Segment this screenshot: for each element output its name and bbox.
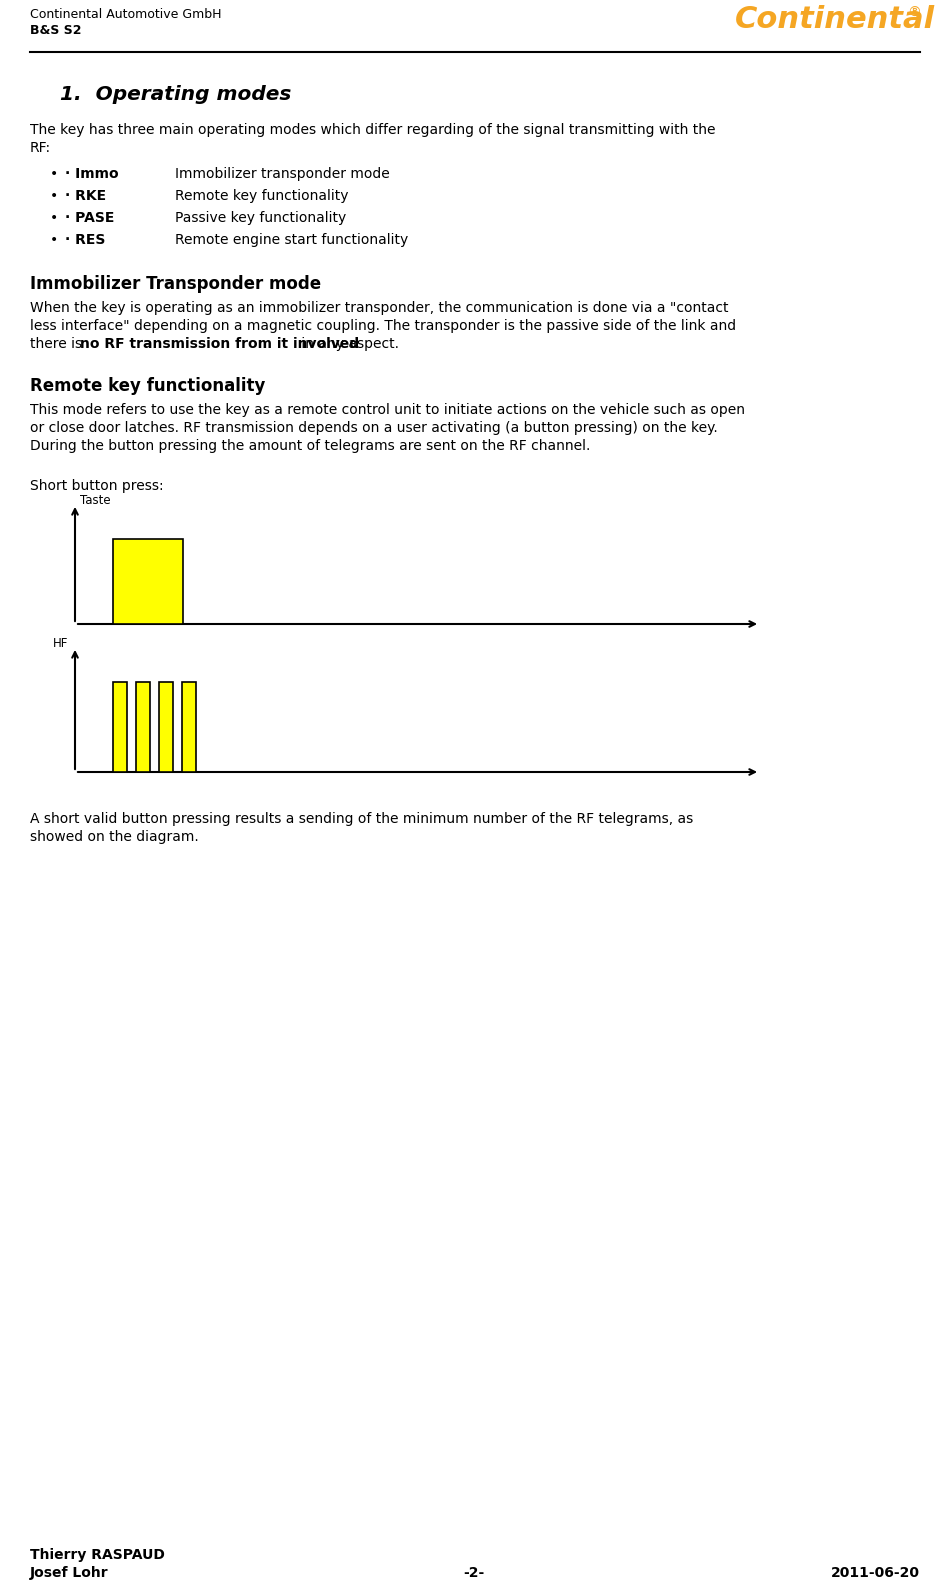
Text: or close door latches. RF transmission depends on a user activating (a button pr: or close door latches. RF transmission d… — [30, 421, 717, 435]
Text: A short valid button pressing results a sending of the minimum number of the RF : A short valid button pressing results a … — [30, 812, 694, 826]
Bar — [113, 539, 183, 624]
Bar — [113, 683, 127, 772]
Text: less interface" depending on a magnetic coupling. The transponder is the passive: less interface" depending on a magnetic … — [30, 319, 736, 333]
Text: 1.  Operating modes: 1. Operating modes — [60, 85, 291, 104]
Text: HF: HF — [53, 636, 68, 651]
Text: Josef Lohr: Josef Lohr — [30, 1566, 108, 1581]
Text: in any aspect.: in any aspect. — [297, 337, 400, 351]
Text: Immobilizer transponder mode: Immobilizer transponder mode — [175, 167, 390, 180]
Text: B&S S2: B&S S2 — [30, 24, 82, 37]
Text: Remote engine start functionality: Remote engine start functionality — [175, 233, 408, 247]
Text: Passive key functionality: Passive key functionality — [175, 211, 346, 225]
Bar — [182, 683, 196, 772]
Bar — [159, 683, 173, 772]
Text: During the button pressing the amount of telegrams are sent on the RF channel.: During the button pressing the amount of… — [30, 439, 590, 453]
Text: •: • — [50, 233, 58, 247]
Text: Remote key functionality: Remote key functionality — [175, 188, 348, 203]
Text: showed on the diagram.: showed on the diagram. — [30, 829, 198, 844]
Text: there is: there is — [30, 337, 86, 351]
Text: no RF transmission from it involved: no RF transmission from it involved — [81, 337, 360, 351]
Text: Continental Automotive GmbH: Continental Automotive GmbH — [30, 8, 221, 21]
Text: -2-: -2- — [463, 1566, 485, 1581]
Text: •: • — [50, 211, 58, 225]
Text: · Immo: · Immo — [65, 167, 119, 180]
Text: · RES: · RES — [65, 233, 105, 247]
Text: Remote key functionality: Remote key functionality — [30, 376, 266, 396]
Text: · PASE: · PASE — [65, 211, 115, 225]
Text: When the key is operating as an immobilizer transponder, the communication is do: When the key is operating as an immobili… — [30, 301, 729, 314]
Text: The key has three main operating modes which differ regarding of the signal tran: The key has three main operating modes w… — [30, 123, 716, 137]
Text: •: • — [50, 167, 58, 180]
Text: Thierry RASPAUD: Thierry RASPAUD — [30, 1549, 165, 1562]
Text: Short button press:: Short button press: — [30, 478, 163, 493]
Bar — [136, 683, 150, 772]
Text: Immobilizer Transponder mode: Immobilizer Transponder mode — [30, 274, 321, 293]
Text: ®: ® — [907, 6, 921, 21]
Text: •: • — [50, 188, 58, 203]
Text: Taste: Taste — [80, 494, 111, 507]
Text: Continental: Continental — [735, 5, 935, 33]
Text: RF:: RF: — [30, 140, 51, 155]
Text: · RKE: · RKE — [65, 188, 106, 203]
Text: 2011-06-20: 2011-06-20 — [831, 1566, 920, 1581]
Text: This mode refers to use the key as a remote control unit to initiate actions on : This mode refers to use the key as a rem… — [30, 404, 745, 416]
